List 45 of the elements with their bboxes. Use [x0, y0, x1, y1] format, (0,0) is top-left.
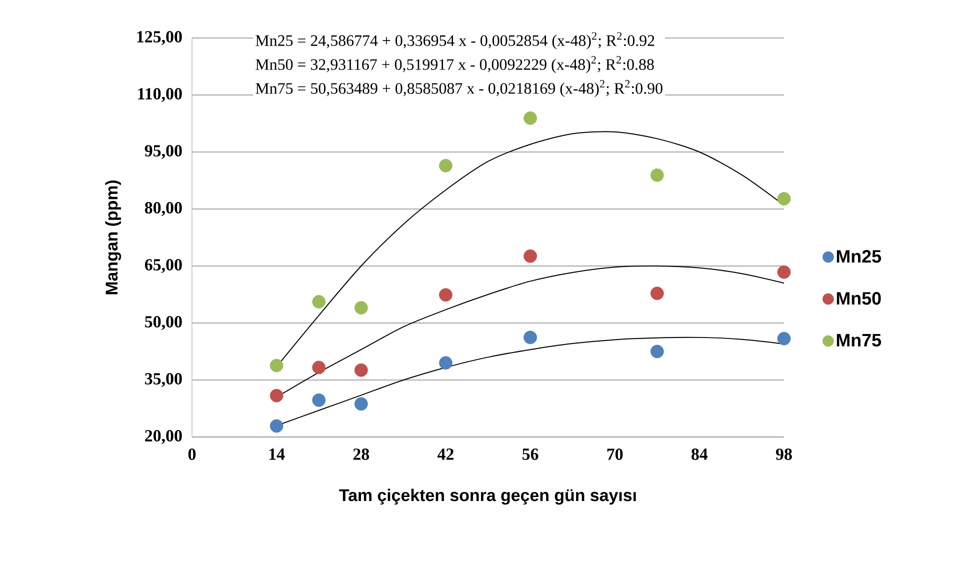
y-tick-label: 95,00 — [144, 145, 182, 159]
point — [312, 295, 326, 308]
y-tick-label: 110,00 — [138, 88, 182, 102]
annotation: Mn50 = 32,931167 + 0,519917 x - 0,0092229 (x-48)$^{2}$; R$^{2}$:0.88 — [256, 56, 654, 74]
point — [270, 419, 284, 433]
point — [270, 358, 284, 372]
x-tick-label: 70 — [607, 448, 623, 460]
y-tick-label: 65,00 — [144, 259, 182, 273]
x-tick-label: 98 — [776, 448, 792, 460]
point — [777, 192, 791, 206]
y-tick-label: 20,00 — [145, 430, 182, 444]
x-tick-label: 84 — [692, 448, 708, 460]
point — [777, 265, 791, 279]
point — [354, 397, 368, 411]
y-tick-label: 35,00 — [145, 373, 182, 387]
x-tick-label: 14 — [269, 448, 285, 460]
x-axis-title: Tam çiçekten sonra geçen gün sayısı — [339, 488, 636, 505]
y-axis-title: Mangan (ppm) — [105, 180, 122, 294]
x-tick-label: 0 — [188, 448, 196, 460]
point — [777, 332, 791, 346]
annotation: Mn75 = 50,563489 + 0,8585087 x - 0,0218169 (x-48)$^{2}$; R$^{2}$:0.90 — [256, 80, 662, 98]
point — [354, 301, 368, 314]
point — [354, 363, 368, 377]
point — [650, 286, 664, 300]
legend-label: Mn50 — [836, 292, 881, 305]
y-tick-label: 125,00 — [137, 31, 182, 45]
legend-label: Mn25 — [836, 250, 882, 263]
point — [270, 388, 284, 402]
y-tick-label: 80,00 — [144, 202, 182, 216]
y-tick-label: 50,00 — [145, 316, 182, 330]
x-tick-label: 42 — [437, 448, 454, 460]
legend-label: Mn75 — [836, 334, 882, 347]
point — [439, 158, 452, 172]
point — [524, 249, 537, 263]
point — [650, 344, 664, 358]
x-tick-label: 28 — [353, 448, 370, 460]
point — [312, 393, 326, 407]
point — [650, 168, 664, 182]
x-tick-label: 56 — [522, 448, 538, 460]
point — [524, 330, 537, 344]
point — [312, 360, 326, 374]
point — [524, 111, 537, 125]
point — [439, 288, 452, 302]
point — [439, 356, 452, 370]
annotation: Mn25 = 24,586774 + 0,336954 x - 0,0052854 (x-48)$^{2}$; R$^{2}$:0.92 — [256, 32, 654, 50]
